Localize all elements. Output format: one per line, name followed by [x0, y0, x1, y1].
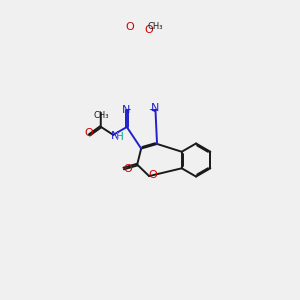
Text: CH₃: CH₃: [147, 22, 163, 31]
Text: H: H: [116, 132, 124, 142]
Text: CH₃: CH₃: [93, 111, 109, 120]
Text: O: O: [84, 128, 93, 138]
Text: O: O: [148, 170, 157, 180]
Text: N: N: [151, 103, 160, 113]
Text: N: N: [111, 131, 120, 141]
Text: N: N: [122, 106, 130, 116]
Text: O: O: [144, 25, 153, 35]
Text: O: O: [123, 164, 132, 173]
Text: O: O: [126, 22, 134, 32]
